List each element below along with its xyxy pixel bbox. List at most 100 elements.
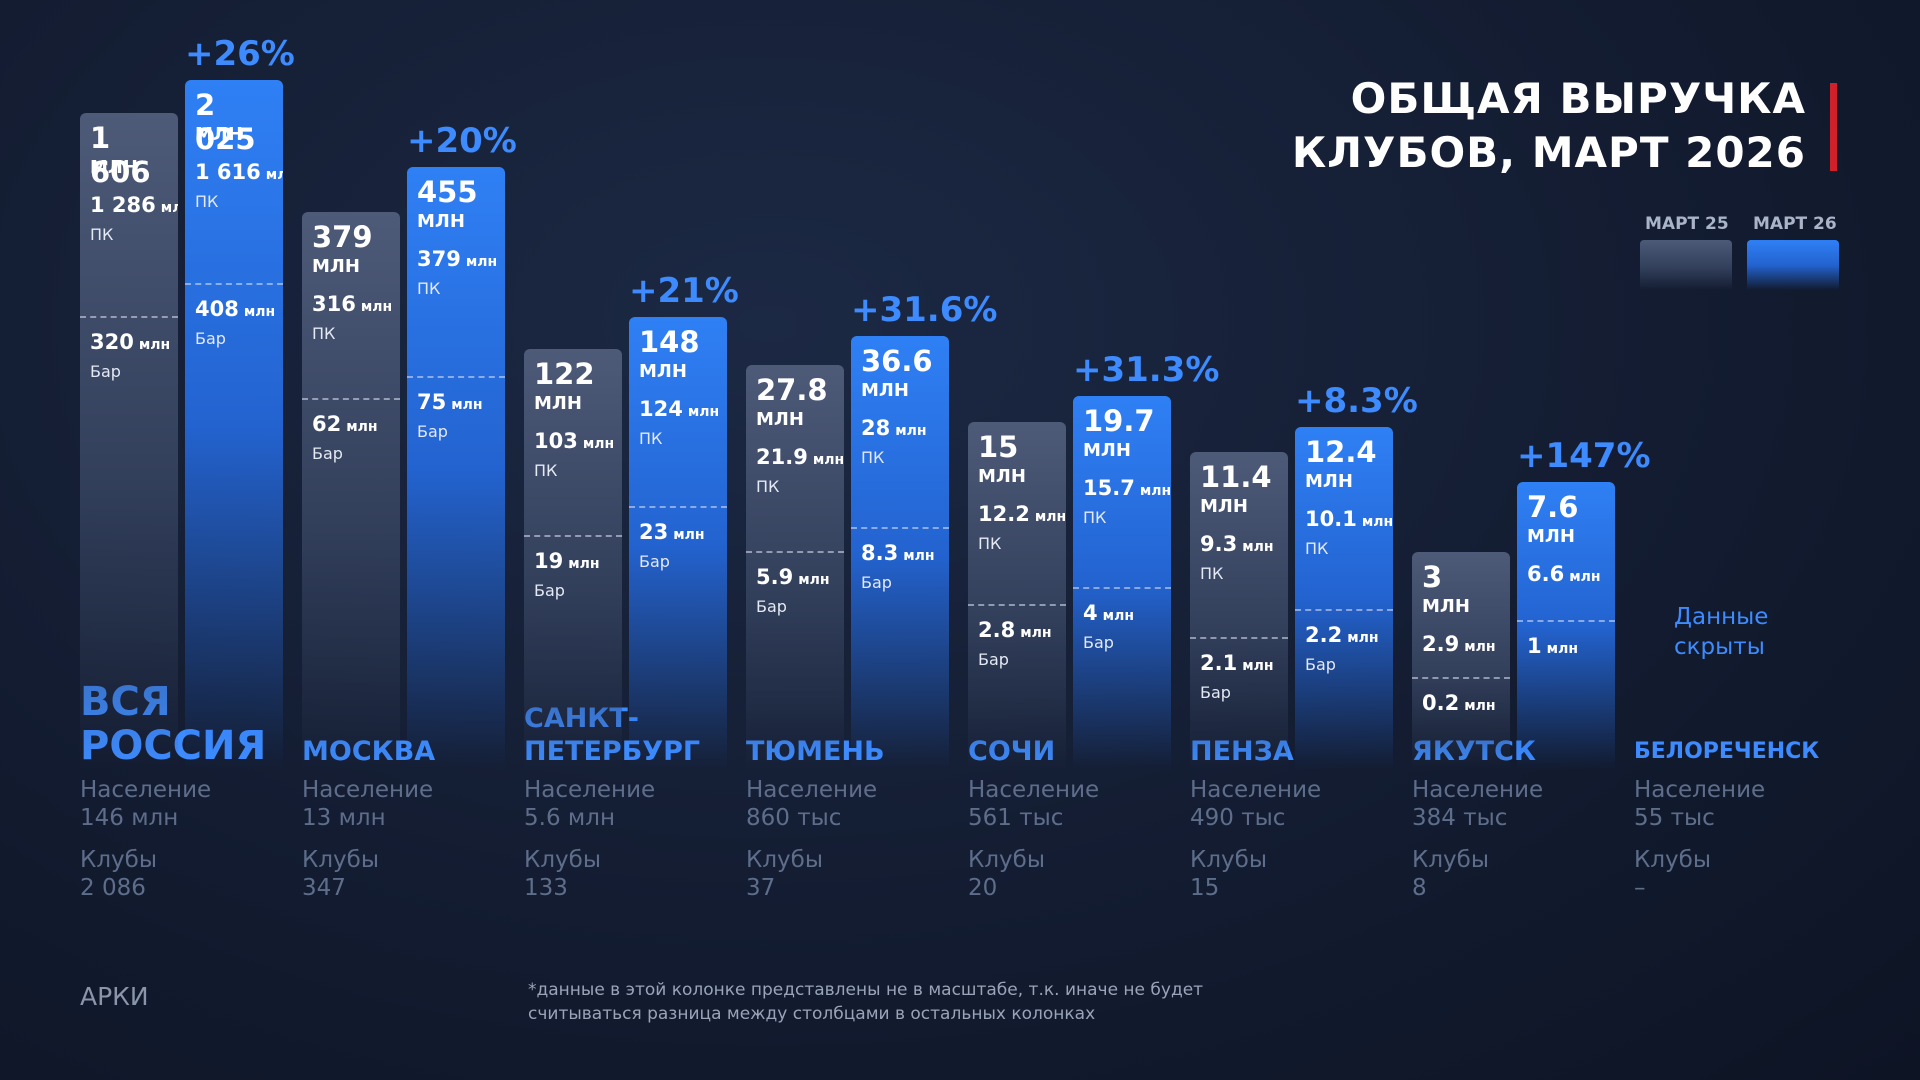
clubs-value: 37: [746, 875, 776, 901]
clubs-label: Клубы: [80, 847, 157, 873]
growth-label: +147%: [1517, 436, 1651, 476]
bar-total: 455: [417, 175, 478, 209]
bar: 36.6 МЛН 28 млн ПК 8.3 млн Бар: [851, 336, 949, 770]
population-label: Население: [1412, 777, 1544, 803]
legend-swatch: [1747, 240, 1839, 290]
bar: 3 МЛН 2.9 млн 0.2 млн: [1412, 552, 1510, 770]
clubs-label: Клубы: [1412, 847, 1489, 873]
bar-total: 27.8: [756, 373, 828, 407]
pk-value: 379 млн: [417, 247, 497, 271]
pk-number: 28: [861, 416, 891, 440]
bar-unit: МЛН: [1422, 596, 1470, 617]
segment-divider: [629, 506, 727, 508]
population-value: 13 млн: [302, 805, 386, 831]
bar-unit: млн: [798, 572, 830, 588]
pk-unit: млн: [1569, 569, 1601, 585]
population-label: Население: [746, 777, 878, 803]
bar-value: 23 млн: [639, 520, 705, 544]
bar-unit: млн: [1020, 625, 1052, 641]
bar-total: 379: [312, 220, 373, 254]
segment-divider: [968, 604, 1066, 606]
bar-total: 2 025: [195, 88, 256, 156]
pk-number: 316: [312, 292, 356, 316]
pk-label: ПК: [312, 324, 336, 343]
clubs-value: 20: [968, 875, 998, 901]
growth-label: +20%: [407, 121, 517, 161]
population-value: 561 тыс: [968, 805, 1064, 831]
bar-number: 408: [195, 297, 239, 321]
clubs-label: Клубы: [302, 847, 379, 873]
pk-unit: млн: [1034, 509, 1066, 525]
bar-label: Бар: [417, 422, 448, 441]
bar-value: 2.1 млн: [1200, 651, 1274, 675]
clubs-value: –: [1634, 875, 1646, 901]
bar-number: 1: [1527, 634, 1542, 658]
bar: 148 МЛН 124 млн ПК 23 млн Бар: [629, 317, 727, 770]
bar-label: Бар: [534, 581, 565, 600]
pk-number: 379: [417, 247, 461, 271]
segment-divider: [80, 316, 178, 318]
pk-value: 2.9 млн: [1422, 632, 1496, 656]
hidden-note: Данные скрыты: [1674, 604, 1769, 660]
pk-unit: млн: [160, 200, 178, 216]
bar-unit: МЛН: [534, 393, 582, 414]
clubs-label: Клубы: [1190, 847, 1267, 873]
pk-number: 1 616: [195, 160, 261, 184]
segment-divider: [851, 527, 949, 529]
bar-value: 2.8 млн: [978, 618, 1052, 642]
pk-number: 2.9: [1422, 632, 1460, 656]
pk-number: 10.1: [1305, 507, 1357, 531]
segment-divider: [1073, 587, 1171, 589]
clubs-value: 15: [1190, 875, 1220, 901]
bar-value: 0.2 млн: [1422, 691, 1496, 715]
pk-number: 15.7: [1083, 476, 1135, 500]
pk-unit: млн: [1361, 514, 1393, 530]
population-label: Население: [302, 777, 434, 803]
bar-number: 2.8: [978, 618, 1016, 642]
pk-unit: млн: [465, 254, 498, 270]
segment-divider: [1190, 637, 1288, 639]
pk-value: 1 616млн: [195, 160, 283, 184]
pk-label: ПК: [90, 225, 114, 244]
bar-total: 3: [1422, 560, 1443, 594]
bar-unit: МЛН: [1083, 440, 1131, 461]
pk-unit: млн: [812, 452, 844, 468]
bar-number: 2.2: [1305, 623, 1343, 647]
bar-label: Бар: [1305, 655, 1336, 674]
pk-value: 103 млн: [534, 429, 614, 453]
pk-number: 21.9: [756, 445, 808, 469]
growth-label: +8.3%: [1295, 381, 1418, 421]
accent-bar: [1830, 83, 1837, 171]
pk-number: 103: [534, 429, 578, 453]
bar: 7.6 МЛН 6.6 млн 1 млн: [1517, 482, 1615, 770]
footer: АРКИ: [80, 982, 149, 1011]
bar-unit: млн: [1464, 698, 1496, 714]
legend-label: МАРТ 25: [1645, 214, 1729, 234]
pk-unit: млн: [1242, 539, 1274, 555]
pk-label: ПК: [1200, 564, 1224, 583]
bar-value: 5.9 млн: [756, 565, 830, 589]
bar-unit: МЛН: [639, 361, 687, 382]
population-value: 860 тыс: [746, 805, 842, 831]
pk-value: 9.3 млн: [1200, 532, 1274, 556]
bar-unit: МЛН: [1305, 471, 1353, 492]
bar-unit: млн: [1347, 630, 1379, 646]
bar-total: 12.4: [1305, 435, 1377, 469]
bar-unit: млн: [346, 419, 378, 435]
pk-value: 15.7 млн: [1083, 476, 1171, 500]
bar-number: 8.3: [861, 541, 899, 565]
bar-unit: млн: [1102, 608, 1134, 624]
bar-number: 23: [639, 520, 669, 544]
segment-divider: [407, 376, 505, 378]
pk-label: ПК: [1305, 539, 1329, 558]
bar-unit: млн: [243, 304, 276, 320]
bar-label: Бар: [978, 650, 1009, 669]
population-value: 146 млн: [80, 805, 179, 831]
bar-label: Бар: [756, 597, 787, 616]
population-label: Население: [968, 777, 1100, 803]
bar-value: 408 млн: [195, 297, 275, 321]
bar-total: 11.4: [1200, 460, 1272, 494]
population-label: Население: [1634, 777, 1766, 803]
